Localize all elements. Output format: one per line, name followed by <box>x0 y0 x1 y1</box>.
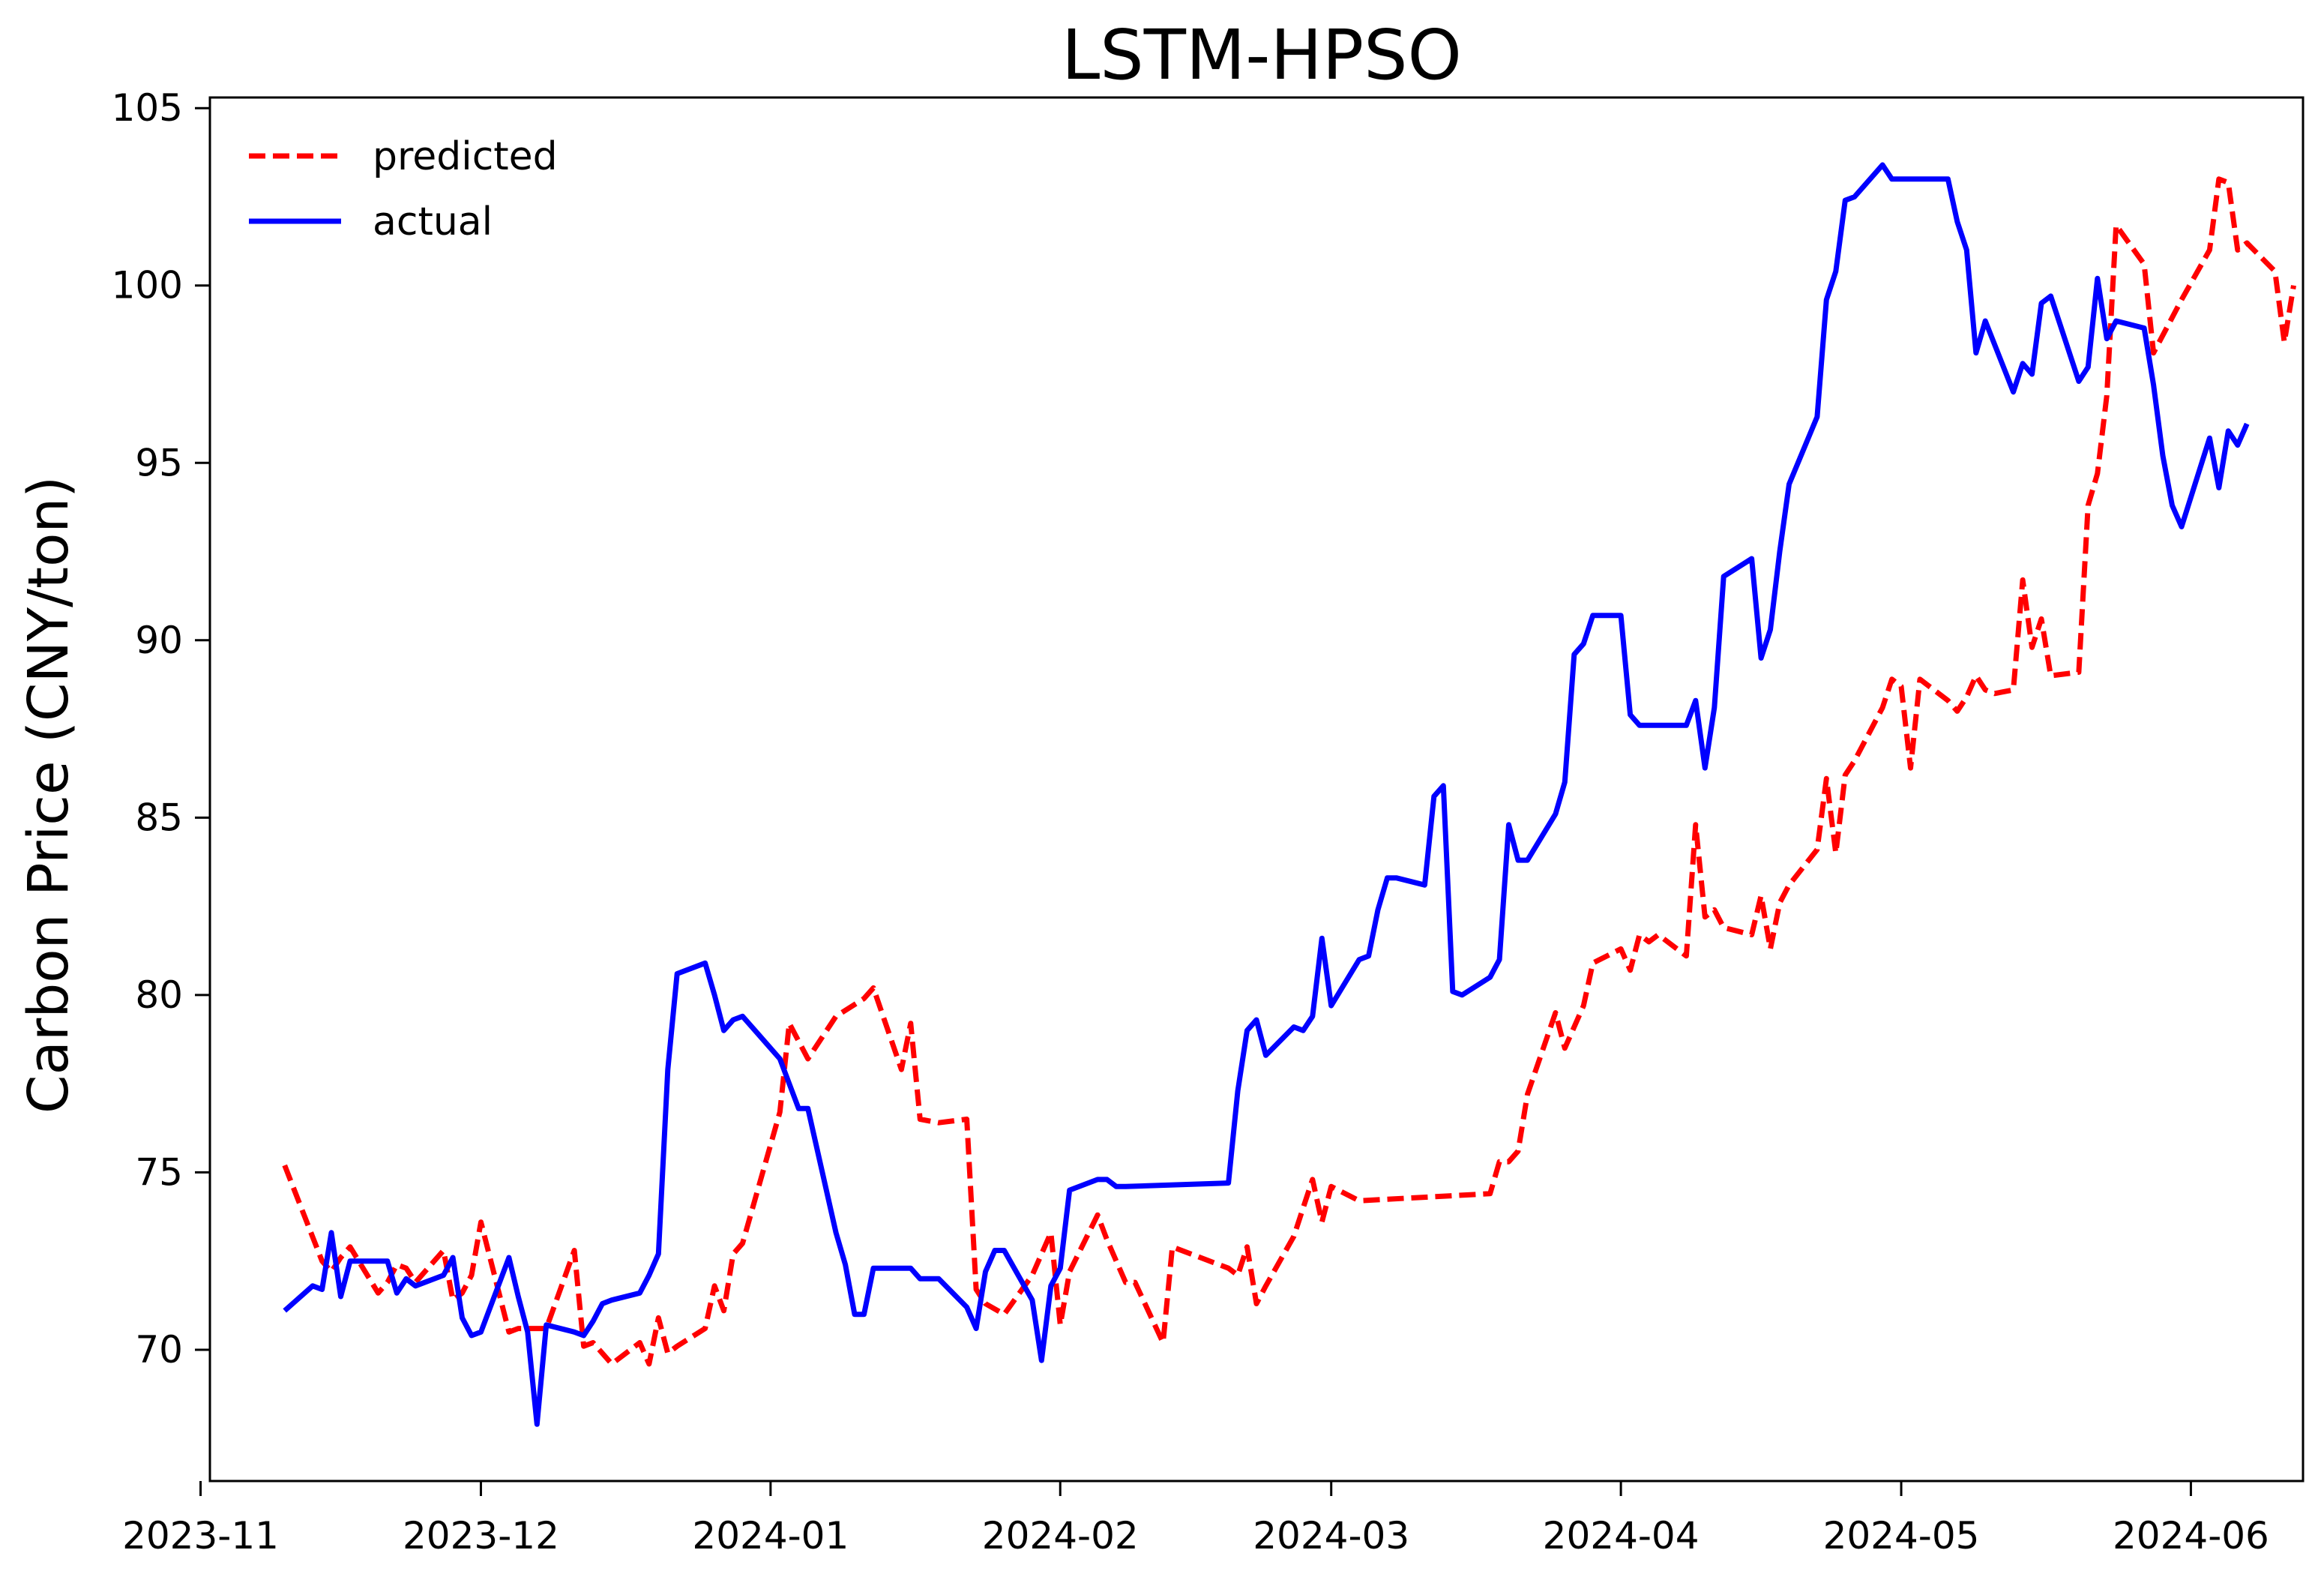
series-layer <box>282 162 2296 1427</box>
x-tick-label-0: 2023-11 <box>122 1514 279 1558</box>
y-tick-label-3: 85 <box>135 796 183 839</box>
y-tick-label-5: 95 <box>135 441 183 484</box>
x-tick-label-7: 2024-06 <box>2113 1514 2269 1558</box>
y-axis-label: Carbon Price (CNY/ton) <box>16 476 81 1114</box>
legend-label-0: predicted <box>373 134 558 179</box>
x-tick-label-4: 2024-03 <box>1253 1514 1409 1558</box>
y-tick-label-0: 70 <box>135 1328 183 1372</box>
x-tick-label-1: 2023-12 <box>403 1514 559 1558</box>
legend-label-1: actual <box>373 199 493 244</box>
y-tick-label-4: 90 <box>135 619 183 662</box>
x-tick-label-3: 2024-02 <box>982 1514 1139 1558</box>
y-tick-label-1: 75 <box>135 1150 183 1194</box>
x-tick-label-5: 2024-04 <box>1543 1514 1700 1558</box>
chart-title: LSTM-HPSO <box>1062 15 1462 95</box>
x-tick-label-6: 2024-05 <box>1823 1514 1980 1558</box>
y-tick-label-6: 100 <box>112 264 183 307</box>
x-tick-label-2: 2024-01 <box>692 1514 849 1558</box>
plot-frame <box>208 96 2305 1483</box>
y-tick-label-7: 105 <box>112 86 183 130</box>
legend: predicted actual <box>249 134 558 244</box>
series-line-0 <box>282 176 2296 1367</box>
axes-layer: 2023-11 2023-12 2024-01 2024-02 2024-03 2024-… <box>112 86 2305 1558</box>
y-tick-label-2: 80 <box>135 973 183 1017</box>
series-line-1 <box>283 162 2250 1427</box>
